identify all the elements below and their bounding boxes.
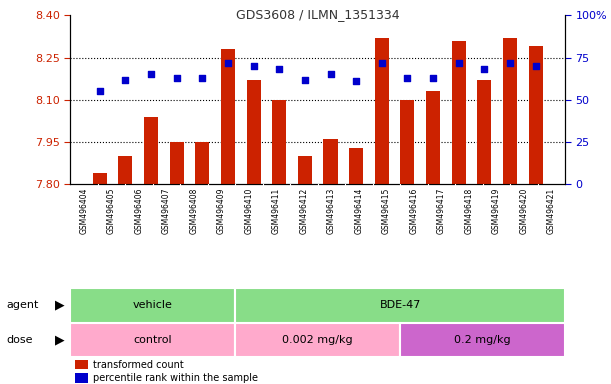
Bar — [273, 100, 287, 184]
Point — [274, 66, 284, 73]
Bar — [323, 139, 338, 184]
Point — [351, 78, 361, 84]
Bar — [70, 323, 235, 357]
Text: GSM496420: GSM496420 — [519, 187, 529, 234]
Text: GSM496408: GSM496408 — [189, 187, 199, 234]
Point — [326, 71, 335, 78]
Bar — [75, 360, 87, 369]
Bar — [400, 100, 414, 184]
Bar — [375, 38, 389, 184]
Text: GSM496407: GSM496407 — [162, 187, 171, 234]
Point — [172, 75, 181, 81]
Text: GSM496416: GSM496416 — [409, 187, 419, 234]
Bar — [93, 173, 107, 184]
Text: GSM496405: GSM496405 — [107, 187, 116, 234]
Point — [95, 88, 104, 94]
Point — [505, 60, 515, 66]
Text: GSM496409: GSM496409 — [217, 187, 226, 234]
Point — [480, 66, 489, 73]
Text: GSM496412: GSM496412 — [299, 187, 309, 234]
Text: control: control — [133, 335, 172, 345]
Point — [197, 75, 207, 81]
Bar — [452, 41, 466, 184]
Bar — [75, 373, 87, 382]
Text: ▶: ▶ — [54, 299, 64, 312]
Text: GDS3608 / ILMN_1351334: GDS3608 / ILMN_1351334 — [236, 8, 400, 21]
Bar — [349, 148, 363, 184]
Text: GSM496410: GSM496410 — [244, 187, 254, 234]
Text: GSM496414: GSM496414 — [354, 187, 364, 234]
Point — [300, 76, 310, 83]
Bar — [426, 91, 440, 184]
Bar — [70, 288, 235, 323]
Point — [377, 60, 387, 66]
Text: agent: agent — [6, 300, 38, 310]
Text: BDE-47: BDE-47 — [379, 300, 421, 310]
Text: dose: dose — [6, 335, 32, 345]
Bar — [170, 142, 184, 184]
Text: 0.2 mg/kg: 0.2 mg/kg — [455, 335, 511, 345]
Point — [428, 75, 438, 81]
Text: GSM496413: GSM496413 — [327, 187, 336, 234]
Point — [403, 75, 412, 81]
Text: ▶: ▶ — [54, 333, 64, 346]
Bar — [235, 323, 400, 357]
Text: GSM496421: GSM496421 — [547, 187, 556, 234]
Point — [146, 71, 156, 78]
Point — [249, 63, 258, 69]
Bar — [235, 288, 565, 323]
Bar — [119, 156, 133, 184]
Bar — [529, 46, 543, 184]
Bar — [196, 142, 210, 184]
Text: GSM496419: GSM496419 — [492, 187, 501, 234]
Point — [120, 76, 130, 83]
Bar — [400, 323, 565, 357]
Text: transformed count: transformed count — [92, 360, 183, 370]
Point — [531, 63, 541, 69]
Text: vehicle: vehicle — [133, 300, 173, 310]
Bar — [298, 156, 312, 184]
Text: GSM496411: GSM496411 — [272, 187, 281, 234]
Text: percentile rank within the sample: percentile rank within the sample — [92, 373, 257, 383]
Bar — [503, 38, 517, 184]
Text: 0.002 mg/kg: 0.002 mg/kg — [282, 335, 353, 345]
Text: GSM496418: GSM496418 — [464, 187, 474, 234]
Text: GSM496415: GSM496415 — [382, 187, 391, 234]
Bar — [221, 49, 235, 184]
Point — [454, 60, 464, 66]
Bar — [247, 80, 261, 184]
Bar — [477, 80, 491, 184]
Bar — [144, 117, 158, 184]
Text: GSM496417: GSM496417 — [437, 187, 446, 234]
Point — [223, 60, 233, 66]
Text: GSM496404: GSM496404 — [79, 187, 89, 234]
Text: GSM496406: GSM496406 — [134, 187, 144, 234]
